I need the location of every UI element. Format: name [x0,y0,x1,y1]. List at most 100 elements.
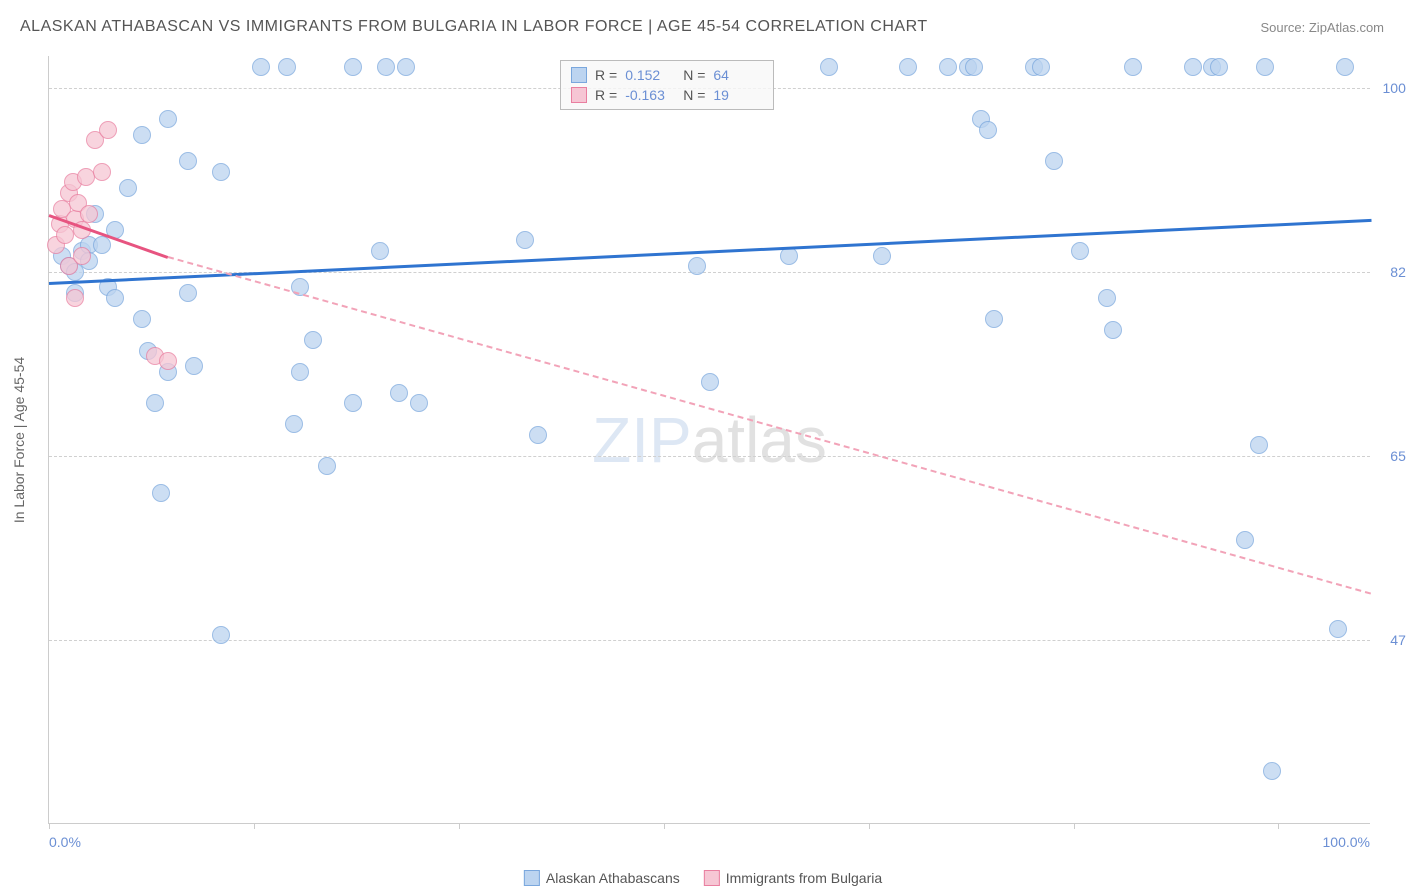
data-point [397,58,415,76]
data-point [516,231,534,249]
data-point [1210,58,1228,76]
data-point [1071,242,1089,260]
data-point [93,236,111,254]
data-point [99,121,117,139]
legend-label: Immigrants from Bulgaria [726,870,882,886]
data-point [979,121,997,139]
legend-swatch [571,87,587,103]
data-point [899,58,917,76]
data-point [965,58,983,76]
legend-row: R = -0.163 N = 19 [571,85,763,105]
legend-label: Alaskan Athabascans [546,870,680,886]
x-tick [869,823,870,829]
data-point [371,242,389,260]
y-tick-label: 65.0% [1375,448,1406,464]
data-point [291,363,309,381]
trend-line [49,219,1371,285]
data-point [1256,58,1274,76]
y-axis-label: In Labor Force | Age 45-54 [11,356,27,522]
data-point [820,58,838,76]
data-point [212,163,230,181]
data-point [410,394,428,412]
data-point [1184,58,1202,76]
data-point [377,58,395,76]
data-point [1098,289,1116,307]
data-point [1250,436,1268,454]
data-point [304,331,322,349]
data-point [159,110,177,128]
legend-r-label: R = [595,87,617,103]
legend-swatch [704,870,720,886]
data-point [179,152,197,170]
data-point [390,384,408,402]
legend-item: Immigrants from Bulgaria [704,870,882,886]
data-point [701,373,719,391]
legend-r-label: R = [595,67,617,83]
data-point [344,58,362,76]
data-point [73,247,91,265]
x-tick [664,823,665,829]
data-point [1104,321,1122,339]
data-point [1045,152,1063,170]
watermark-atlas: atlas [692,404,827,476]
data-point [212,626,230,644]
data-point [152,484,170,502]
y-tick-label: 100.0% [1375,80,1406,96]
legend-n-label: N = [683,87,705,103]
chart-title: ALASKAN ATHABASCAN VS IMMIGRANTS FROM BU… [20,18,928,36]
legend-r-value: -0.163 [625,87,675,103]
data-point [529,426,547,444]
x-tick [49,823,50,829]
data-point [133,310,151,328]
plot-area: In Labor Force | Age 45-54 ZIPatlas 47.5… [48,56,1370,824]
data-point [159,352,177,370]
trend-line [168,256,1372,595]
data-point [939,58,957,76]
data-point [80,205,98,223]
legend-swatch [524,870,540,886]
data-point [1263,762,1281,780]
legend-n-value: 19 [713,87,763,103]
legend-correlation: R = 0.152 N = 64 R = -0.163 N = 19 [560,60,774,110]
legend-bottom: Alaskan Athabascans Immigrants from Bulga… [524,870,882,886]
legend-n-label: N = [683,67,705,83]
grid-line [49,456,1370,457]
data-point [93,163,111,181]
data-point [1124,58,1142,76]
x-tick [1074,823,1075,829]
legend-n-value: 64 [713,67,763,83]
data-point [1329,620,1347,638]
data-point [285,415,303,433]
data-point [1032,58,1050,76]
data-point [119,179,137,197]
data-point [1236,531,1254,549]
data-point [1336,58,1354,76]
legend-swatch [571,67,587,83]
y-tick-label: 82.5% [1375,264,1406,280]
data-point [133,126,151,144]
x-tick [1278,823,1279,829]
data-point [252,58,270,76]
x-tick [254,823,255,829]
data-point [56,226,74,244]
data-point [106,289,124,307]
y-tick-label: 47.5% [1375,632,1406,648]
data-point [344,394,362,412]
data-point [179,284,197,302]
data-point [985,310,1003,328]
x-tick-label: 100.0% [1323,834,1370,850]
x-tick [459,823,460,829]
watermark-zip: ZIP [592,404,692,476]
chart-container: ALASKAN ATHABASCAN VS IMMIGRANTS FROM BU… [0,0,1406,892]
legend-r-value: 0.152 [625,67,675,83]
data-point [185,357,203,375]
legend-item: Alaskan Athabascans [524,870,680,886]
x-tick-label: 0.0% [49,834,81,850]
data-point [318,457,336,475]
grid-line [49,640,1370,641]
data-point [146,394,164,412]
data-point [688,257,706,275]
watermark: ZIPatlas [592,403,827,477]
data-point [873,247,891,265]
source-attribution: Source: ZipAtlas.com [1260,20,1384,35]
